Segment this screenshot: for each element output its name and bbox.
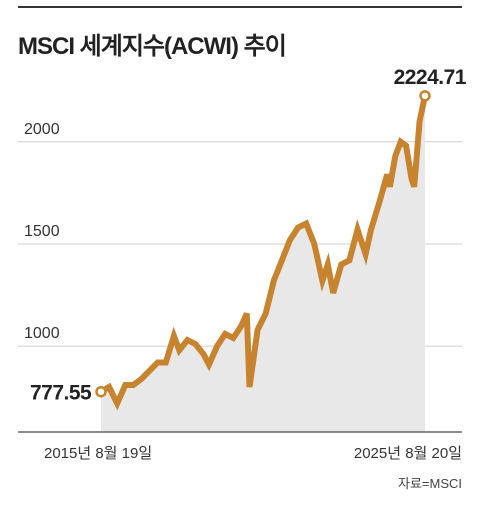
area-fill [101,95,425,433]
source-note: 자료=MSCI [397,476,462,491]
series-line [99,95,428,411]
start-value-label: 777.55 [30,382,92,405]
y-tick-label: 1500 [24,223,60,240]
y-tick-label: 2000 [24,121,60,138]
chart-title: MSCI 세계지수(ACWI) 추이 [18,33,287,60]
x-tick-label: 2015년 8월 19일 [44,445,152,462]
x-tick-label: 2025년 8월 20일 [354,445,462,462]
y-tick-label: 1000 [24,325,60,342]
start-point-marker [95,385,107,398]
end-value-label: 2224.71 [394,66,467,89]
title-rule [18,6,462,8]
end-point-marker [419,90,431,102]
